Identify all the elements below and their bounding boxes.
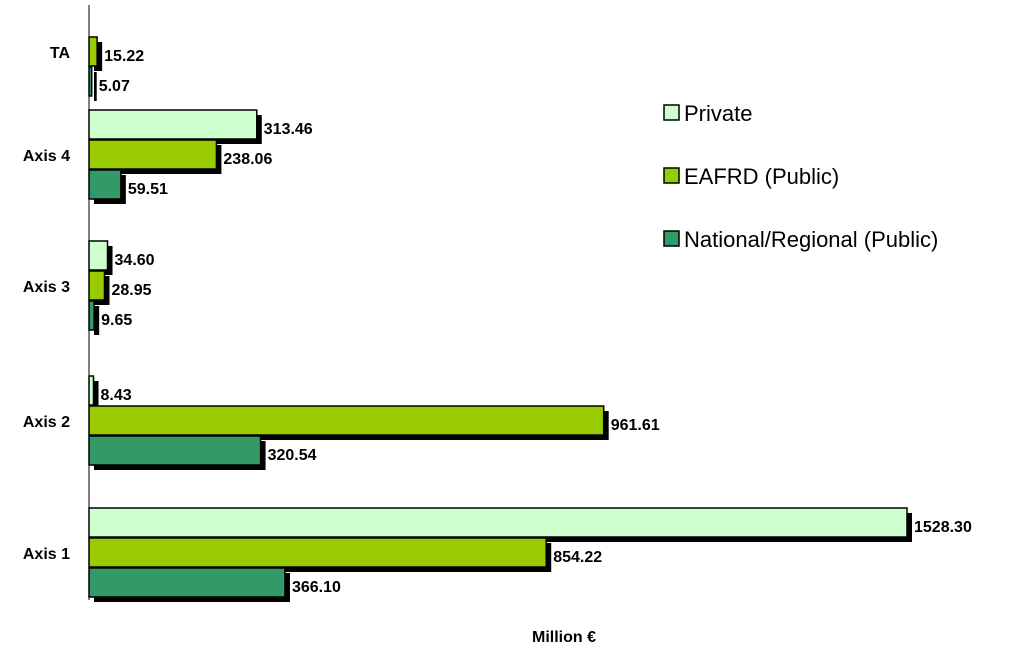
legend-swatch-private xyxy=(663,104,680,121)
value-label-axis-2-eafrd-public: 961.61 xyxy=(611,417,660,434)
bar-axis-2-eafrd-public xyxy=(88,405,605,436)
bars-group: 15.22 5.07 313.46 238.06 59.51 34.60 28.95 9.65… xyxy=(88,36,972,602)
bar-shadow-ta-national-regional-public xyxy=(94,72,97,101)
bar-ta-eafrd-public xyxy=(88,36,98,67)
bar-axis-4-eafrd-public xyxy=(88,139,218,170)
category-labels: TA Axis 4 Axis 3 Axis 2 Axis 1 xyxy=(23,45,71,563)
bar-axis-1-eafrd-public xyxy=(88,537,547,568)
bar-axis-2-national-regional-public xyxy=(88,435,262,466)
value-label-ta-eafrd-public: 15.22 xyxy=(104,48,144,65)
legend: Private EAFRD (Public) National/Regional (… xyxy=(663,101,938,252)
category-label-axis-4: Axis 4 xyxy=(23,148,70,165)
value-label-axis-3-national-regional-public: 9.65 xyxy=(101,312,132,329)
bar-ta-national-regional-public xyxy=(88,66,93,97)
category-label-axis-2: Axis 2 xyxy=(23,414,70,431)
legend-swatch-national-regional-public xyxy=(663,230,680,247)
value-label-axis-2-private: 8.43 xyxy=(101,387,132,404)
bar-shadow-ta-eafrd-public xyxy=(94,42,103,71)
bar-axis-2-private xyxy=(88,375,95,406)
x-axis-title: Million € xyxy=(532,629,596,646)
bar-axis-3-national-regional-public xyxy=(88,300,95,331)
category-label-axis-1: Axis 1 xyxy=(23,546,70,563)
category-label-ta: TA xyxy=(50,45,71,62)
legend-label-national-regional-public: National/Regional (Public) xyxy=(684,227,938,252)
value-label-ta-national-regional-public: 5.07 xyxy=(99,78,130,95)
value-label-axis-4-private: 313.46 xyxy=(264,121,313,138)
value-label-axis-1-eafrd-public: 854.22 xyxy=(553,549,602,566)
legend-swatch-eafrd-public xyxy=(663,167,680,184)
value-label-axis-4-national-regional-public: 59.51 xyxy=(128,181,168,198)
value-label-axis-1-national-regional-public: 366.10 xyxy=(292,579,341,596)
bar-axis-3-eafrd-public xyxy=(88,270,106,301)
bar-axis-4-national-regional-public xyxy=(88,169,122,200)
legend-label-eafrd-public: EAFRD (Public) xyxy=(684,164,839,189)
legend-label-private: Private xyxy=(684,101,752,126)
bar-axis-1-national-regional-public xyxy=(88,567,286,598)
bar-shadow-axis-2-private xyxy=(94,381,99,410)
value-label-axis-1-private: 1528.30 xyxy=(914,519,972,536)
category-label-axis-3: Axis 3 xyxy=(23,279,70,296)
value-label-axis-3-private: 34.60 xyxy=(115,252,155,269)
value-label-axis-2-national-regional-public: 320.54 xyxy=(268,447,317,464)
bar-axis-3-private xyxy=(88,240,109,271)
value-label-axis-4-eafrd-public: 238.06 xyxy=(223,151,272,168)
bar-axis-4-private xyxy=(88,109,258,140)
value-label-axis-3-eafrd-public: 28.95 xyxy=(111,282,151,299)
bar-shadow-axis-3-national-regional-public xyxy=(94,306,100,335)
bar-axis-1-private xyxy=(88,507,908,538)
